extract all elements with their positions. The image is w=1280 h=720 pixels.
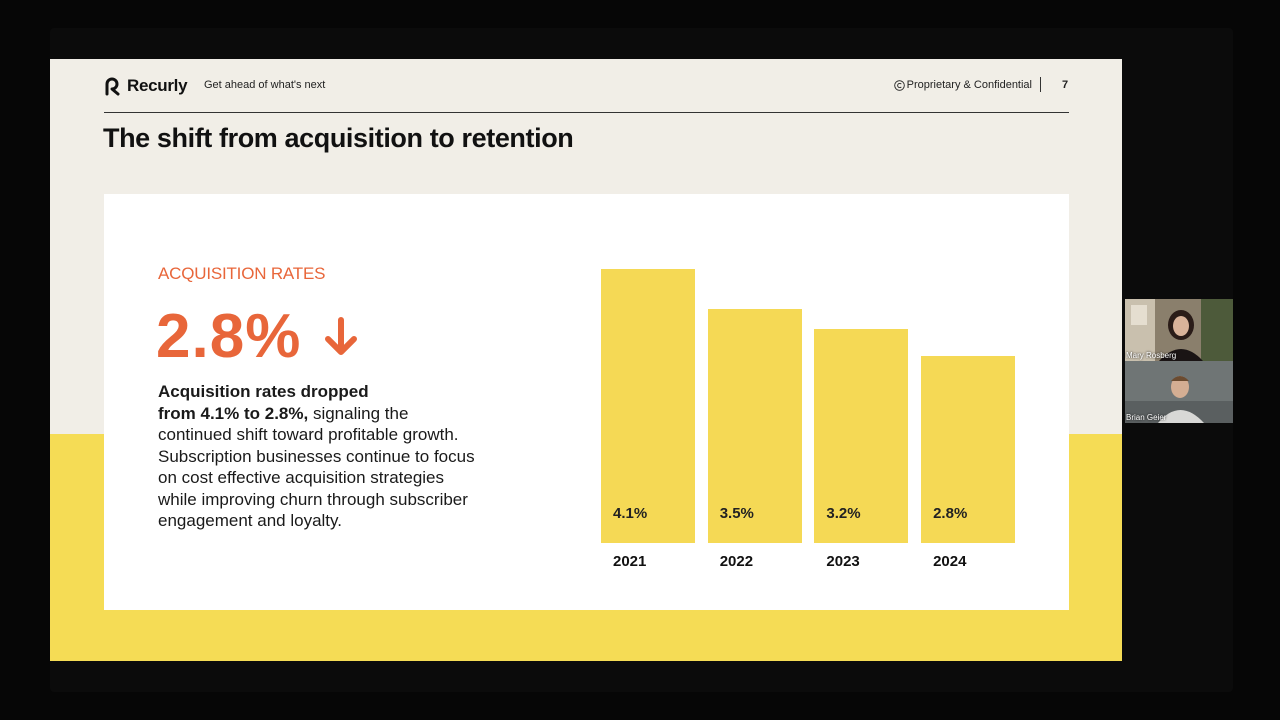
desc-rest: signaling the continued shift toward pro…: [158, 403, 475, 531]
participant-name-brian: Brian Geier: [1126, 413, 1167, 422]
bar-2024: [921, 355, 1016, 543]
x-tick-label-2021: 2021: [613, 553, 647, 570]
bar-value-label-2023: 3.2%: [826, 505, 861, 522]
bar-2023: [814, 329, 909, 543]
bar-value-label-2021: 4.1%: [613, 505, 648, 522]
section-label: ACQUISITION RATES: [158, 264, 326, 283]
bar-value-label-2022: 3.5%: [719, 505, 754, 522]
confidential-notice: Proprietary & Confidential: [893, 79, 1032, 91]
shared-slide: Recurly Get ahead of what's next Proprie…: [50, 59, 1122, 661]
x-tick-label-2022: 2022: [719, 553, 754, 570]
confidential-text: Proprietary & Confidential: [906, 79, 1032, 91]
copyright-icon: [893, 79, 905, 91]
tagline: Get ahead of what's next: [204, 79, 326, 91]
header-rule: [104, 112, 1069, 113]
x-tick-label-2024: 2024: [933, 553, 967, 570]
arrow-down-icon: [325, 316, 358, 355]
x-tick-label-2023: 2023: [826, 553, 860, 570]
recurly-logo-icon: [105, 77, 120, 96]
brand-name: Recurly: [127, 76, 188, 95]
slide-title: The shift from acquisition to retention: [103, 123, 574, 153]
bar-2022: [707, 309, 802, 543]
participant-name-mary: Mary Rosberg: [1126, 351, 1177, 360]
big-stat: 2.8%: [156, 301, 361, 372]
header-divider: [1040, 77, 1041, 92]
desc-bold-1: Acquisition rates dropped: [158, 382, 369, 401]
big-stat-value: 2.8%: [156, 302, 302, 371]
recurly-logo: Recurly: [104, 76, 188, 96]
bar-2021: [601, 269, 695, 543]
participant-tile-mary[interactable]: Mary Rosberg: [1125, 299, 1233, 361]
participant-tile-brian[interactable]: Brian Geier: [1125, 361, 1233, 423]
desc-bold-2: from 4.1% to 2.8%,: [158, 403, 309, 423]
description: Acquisition rates dropped from 4.1% to 2…: [158, 381, 478, 532]
bar-value-label-2024: 2.8%: [933, 505, 968, 522]
participant-video-brian: [1125, 361, 1233, 423]
participant-video-mary: [1125, 299, 1233, 361]
content-card: ACQUISITION RATES 2.8% Acquisition rates…: [104, 194, 1069, 610]
page-number: 7: [1062, 79, 1069, 91]
